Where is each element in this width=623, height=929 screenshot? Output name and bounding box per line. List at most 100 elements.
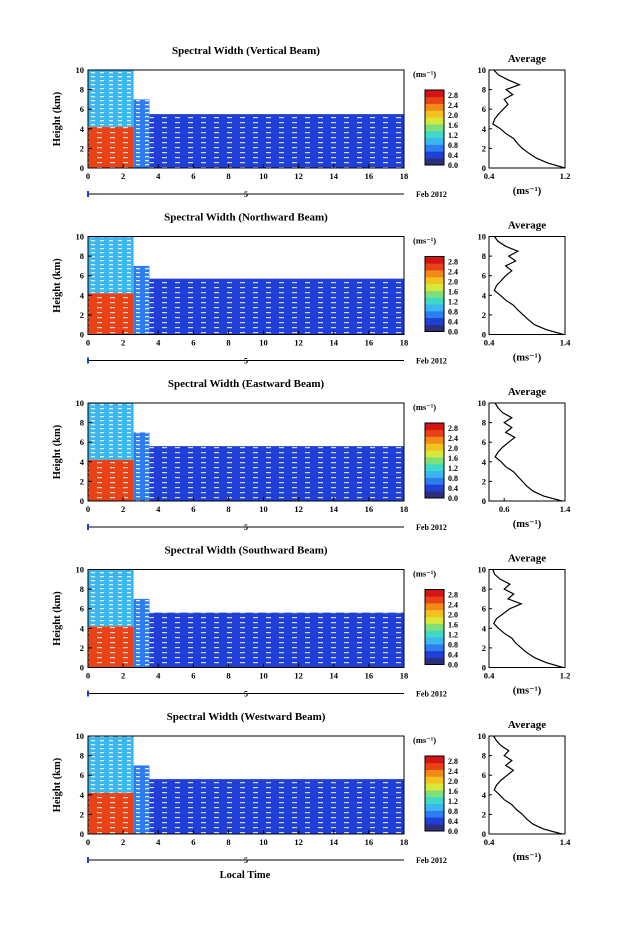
colorbar-tick-label: 2.8 — [448, 591, 458, 600]
average-title: Average — [508, 719, 546, 731]
y-axis-label: Height (km) — [52, 91, 63, 146]
colorbar: 0.00.40.81.21.62.02.42.8 — [424, 422, 458, 503]
colorbar-tick-label: 1.6 — [448, 787, 458, 796]
x-tick-label: 8 — [226, 338, 230, 348]
colorbar-tick-label: 0.8 — [448, 141, 458, 150]
colorbar-swatch — [425, 457, 444, 465]
colorbar-swatch — [425, 304, 444, 312]
x-tick-label: 16 — [365, 837, 374, 847]
colorbar-tick-label: 1.6 — [448, 121, 458, 130]
y-tick-label: 4 — [80, 623, 85, 633]
x-tick-label: 4 — [156, 171, 161, 181]
colorbar-swatch — [425, 650, 444, 658]
x-tick-label: 12 — [294, 837, 303, 847]
average-y-tick-label: 10 — [478, 398, 487, 408]
heatmap-texture — [88, 293, 134, 335]
y-tick-label: 8 — [80, 584, 84, 594]
average-y-tick-label: 2 — [482, 143, 486, 153]
y-axis-label: Height (km) — [52, 258, 63, 313]
colorbar-tick-label: 0.4 — [448, 151, 458, 160]
colorbar-tick-label: 2.8 — [448, 258, 458, 267]
y-tick-label: 2 — [80, 310, 84, 320]
colorbar-swatch — [425, 756, 444, 764]
colorbar-swatch — [425, 637, 444, 645]
colorbar-tick-label: 2.0 — [448, 611, 458, 620]
x-tick-label: 14 — [330, 171, 339, 181]
average-y-tick-label: 0 — [482, 496, 486, 506]
x-tick-label: 16 — [365, 171, 374, 181]
y-tick-label: 4 — [80, 124, 85, 134]
colorbar-swatch — [425, 311, 444, 319]
colorbar-swatch — [425, 491, 444, 499]
colorbar-unit: (ms⁻¹) — [413, 402, 436, 412]
y-tick-label: 0 — [80, 663, 84, 673]
colorbar-swatch — [425, 630, 444, 638]
average-y-tick-label: 2 — [482, 809, 486, 819]
day-marker: 5 — [244, 523, 248, 532]
heatmap — [88, 236, 404, 335]
y-axis-label: Height (km) — [52, 424, 63, 479]
heatmap-texture — [88, 736, 134, 793]
colorbar-tick-label: 1.6 — [448, 454, 458, 463]
average-y-tick-label: 6 — [482, 770, 486, 780]
colorbar-tick-label: 0.0 — [448, 494, 458, 503]
colorbar-tick-label: 0.4 — [448, 484, 458, 493]
colorbar-swatch — [425, 477, 444, 485]
date-label: Feb 2012 — [416, 690, 447, 699]
y-tick-label: 6 — [80, 604, 84, 614]
date-label: Feb 2012 — [416, 856, 447, 865]
colorbar-swatch — [425, 276, 444, 285]
heatmap-texture — [149, 446, 404, 501]
x-tick-label: 2 — [121, 671, 125, 681]
colorbar-swatch — [425, 810, 444, 818]
x-tick-label: 0 — [86, 338, 90, 348]
average-y-tick-label: 10 — [478, 65, 487, 75]
x-tick-label: 12 — [294, 171, 303, 181]
date-label: Feb 2012 — [416, 357, 447, 366]
average-x-tick-label: 1.4 — [560, 504, 571, 514]
heatmap — [88, 403, 404, 501]
plot-frame — [87, 69, 405, 169]
colorbar-swatch — [425, 130, 444, 139]
colorbar-unit: (ms⁻¹) — [413, 69, 436, 79]
x-tick-label: 0 — [86, 837, 90, 847]
colorbar-tick-label: 0.8 — [448, 474, 458, 483]
average-title: Average — [508, 386, 546, 398]
average-y-tick-label: 6 — [482, 604, 486, 614]
colorbar-tick-label: 0.4 — [448, 817, 458, 826]
colorbar-unit: (ms⁻¹) — [413, 236, 436, 246]
average-frame — [488, 236, 566, 335]
x-tick-label: 10 — [259, 171, 268, 181]
x-tick-label: 16 — [365, 504, 374, 514]
average-y-tick-label: 2 — [482, 310, 486, 320]
shared-xlabel: Local Time — [220, 870, 271, 881]
x-tick-label: 4 — [156, 837, 161, 847]
heatmap — [88, 70, 404, 168]
beam-panel-3: Spectral Width (Eastward Beam) 0 2 4 6 8 10 0 2 4… — [52, 378, 571, 532]
heatmap-texture — [88, 626, 134, 668]
colorbar-frame — [424, 256, 445, 332]
x-tick-label: 6 — [191, 338, 195, 348]
average-title: Average — [508, 220, 546, 232]
x-tick-label: 6 — [191, 504, 195, 514]
y-tick-label: 8 — [80, 85, 84, 95]
colorbar-tick-label: 0.8 — [448, 308, 458, 317]
x-tick-label: 2 — [121, 338, 125, 348]
heatmap-texture — [88, 70, 134, 127]
x-tick-label: 18 — [400, 837, 409, 847]
panel-title: Spectral Width (Vertical Beam) — [172, 45, 320, 57]
average-y-tick-label: 0 — [482, 829, 486, 839]
heatmap-texture — [88, 459, 134, 501]
x-tick-label: 6 — [191, 837, 195, 847]
y-tick-label: 10 — [76, 731, 85, 741]
colorbar-swatch — [425, 790, 444, 798]
colorbar-swatch — [425, 623, 444, 631]
y-tick-label: 6 — [80, 770, 84, 780]
x-tick-label: 18 — [400, 171, 409, 181]
average-y-tick-label: 4 — [482, 290, 487, 300]
heatmap-texture — [133, 432, 150, 501]
x-tick-label: 8 — [226, 671, 230, 681]
average-x-label: (ms⁻¹) — [513, 519, 542, 530]
colorbar-swatch — [425, 117, 444, 125]
colorbar-swatch — [425, 96, 444, 104]
